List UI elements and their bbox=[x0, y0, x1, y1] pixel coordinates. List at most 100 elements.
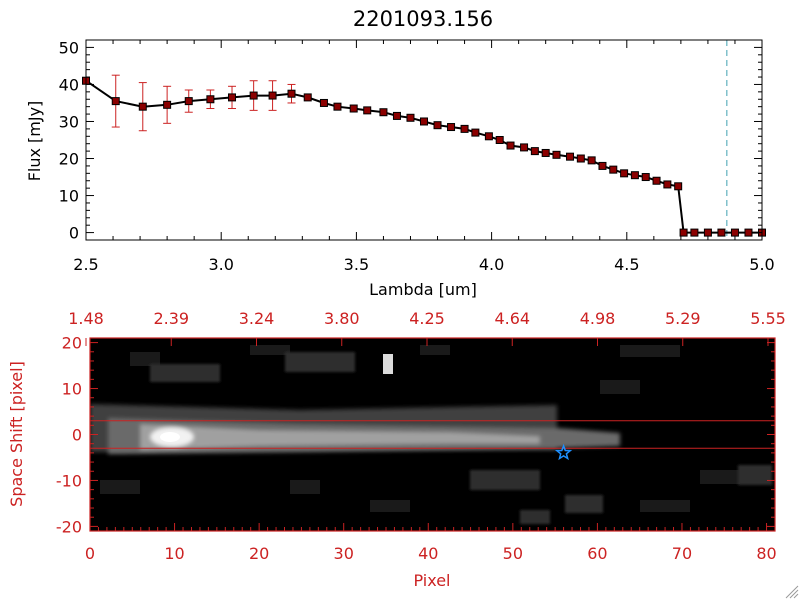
y-tick-label: 0 bbox=[69, 224, 79, 243]
spatial-image-panel: 0 10 20 30 40 50 60 70 80 1.48 2.39 3.24 3.80 4.25 4.6… bbox=[7, 309, 786, 590]
flux-data-point bbox=[703, 228, 712, 237]
pixel-tick-label: 80 bbox=[756, 544, 776, 563]
space-shift-tick-label: -10 bbox=[56, 471, 82, 490]
flux-data-point bbox=[406, 113, 415, 122]
spectrum-x-axis-label: Lambda [um] bbox=[369, 280, 477, 299]
flux-data-point bbox=[349, 104, 358, 113]
flux-data-point bbox=[319, 98, 328, 107]
x-tick-label: 5.0 bbox=[749, 255, 774, 274]
flux-data-point bbox=[268, 91, 277, 100]
flux-data-point bbox=[552, 150, 561, 159]
flux-data-point bbox=[363, 106, 372, 115]
spectrum-ticks: 2.5 3.0 3.5 4.0 4.5 5.0 0 10 20 30 40 50 bbox=[59, 38, 775, 274]
spatial-image-emission bbox=[90, 345, 772, 524]
wavelength-tick-label: 4.64 bbox=[494, 309, 530, 328]
spectrum-chart: 2201093.156 2.5 3.0 3.5 4.0 4.5 5.0 0 10 20 30 40 5… bbox=[25, 7, 775, 299]
flux-data-point bbox=[163, 100, 172, 109]
flux-data-point bbox=[138, 102, 147, 111]
wavelength-tick-label: 5.29 bbox=[665, 309, 701, 328]
flux-data-point bbox=[609, 165, 618, 174]
flux-data-point bbox=[460, 124, 469, 133]
spectrum-y-axis-label: Flux [mJy] bbox=[25, 101, 44, 182]
flux-data-point bbox=[520, 143, 529, 152]
pixel-tick-label: 0 bbox=[85, 544, 95, 563]
flux-data-point bbox=[630, 171, 639, 180]
spectrum-plot-frame bbox=[85, 39, 763, 241]
y-tick-label: 50 bbox=[59, 38, 79, 57]
flux-data-point bbox=[333, 102, 342, 111]
y-tick-label: 40 bbox=[59, 75, 79, 94]
flux-data-point bbox=[303, 93, 312, 102]
y-tick-label: 30 bbox=[59, 112, 79, 131]
flux-data-point bbox=[674, 182, 683, 191]
spectrum-plot-area bbox=[82, 40, 766, 240]
flux-data-point bbox=[392, 111, 401, 120]
wavelength-tick-label: 4.25 bbox=[409, 309, 445, 328]
wavelength-tick-label: 2.39 bbox=[153, 309, 189, 328]
flux-data-point bbox=[620, 169, 629, 178]
spatial-image-ticks: 0 10 20 30 40 50 60 70 80 1.48 2.39 3.24 3.80 4.25 4.6… bbox=[56, 309, 786, 563]
flux-data-point bbox=[730, 228, 739, 237]
flux-data-point bbox=[495, 136, 504, 144]
faint-blobs bbox=[150, 352, 772, 524]
spectral-trace-core bbox=[140, 424, 540, 450]
flux-data-point bbox=[663, 180, 672, 189]
flux-data-point bbox=[744, 228, 753, 237]
pixel-axis-label: Pixel bbox=[413, 571, 450, 590]
flux-data-point bbox=[641, 173, 650, 182]
flux-data-point bbox=[484, 132, 493, 141]
x-tick-label: 2.5 bbox=[73, 255, 98, 274]
y-tick-label: 20 bbox=[59, 150, 79, 169]
flux-data-point bbox=[184, 97, 193, 106]
flux-data-point bbox=[717, 228, 726, 237]
flux-data-point bbox=[287, 89, 296, 98]
chart-title: 2201093.156 bbox=[353, 7, 493, 31]
wavelength-tick-label: 4.98 bbox=[580, 309, 616, 328]
space-shift-tick-label: -20 bbox=[56, 517, 82, 536]
flux-data-point bbox=[652, 176, 661, 185]
resize-grip-icon[interactable] bbox=[785, 585, 799, 599]
space-shift-tick-label: 10 bbox=[62, 380, 82, 399]
pixel-tick-label: 20 bbox=[249, 544, 269, 563]
pixel-tick-label: 50 bbox=[503, 544, 523, 563]
flux-data-point bbox=[379, 108, 388, 117]
flux-data-point bbox=[228, 93, 237, 102]
flux-data-point bbox=[530, 147, 539, 156]
flux-data-point bbox=[471, 128, 480, 137]
wavelength-tick-label: 3.24 bbox=[239, 309, 275, 328]
wavelength-tick-label: 1.48 bbox=[68, 309, 104, 328]
x-tick-label: 3.5 bbox=[344, 255, 369, 274]
flux-data-point bbox=[111, 97, 120, 106]
flux-data-point bbox=[587, 156, 596, 165]
flux-data-point bbox=[206, 95, 215, 104]
spectral-trace-peak-core bbox=[160, 432, 180, 442]
pixel-tick-label: 60 bbox=[587, 544, 607, 563]
flux-data-point bbox=[679, 228, 688, 237]
flux-data-point bbox=[433, 121, 442, 130]
wavelength-tick-label: 5.55 bbox=[750, 309, 786, 328]
pixel-tick-label: 70 bbox=[672, 544, 692, 563]
pixel-tick-label: 30 bbox=[334, 544, 354, 563]
y-tick-label: 10 bbox=[59, 187, 79, 206]
flux-data-point bbox=[420, 117, 428, 126]
x-tick-label: 4.0 bbox=[479, 255, 504, 274]
space-shift-tick-label: 20 bbox=[62, 334, 82, 353]
flux-data-point bbox=[566, 152, 575, 161]
pixel-tick-label: 10 bbox=[164, 544, 184, 563]
flux-data-point bbox=[249, 91, 258, 100]
pixel-tick-label: 40 bbox=[418, 544, 438, 563]
space-shift-axis-label: Space Shift [pixel] bbox=[7, 361, 26, 507]
flux-data-point bbox=[506, 141, 515, 150]
x-tick-label: 3.0 bbox=[208, 255, 233, 274]
target-star-marker bbox=[554, 443, 573, 461]
space-shift-tick-label: 0 bbox=[72, 426, 82, 445]
flux-data-point bbox=[576, 154, 585, 163]
flux-data-point bbox=[598, 161, 607, 170]
hot-pixel bbox=[383, 354, 393, 374]
x-tick-label: 4.5 bbox=[614, 255, 639, 274]
flux-data-point bbox=[690, 228, 699, 237]
wavelength-tick-label: 3.80 bbox=[324, 309, 360, 328]
flux-data-point bbox=[447, 123, 456, 132]
